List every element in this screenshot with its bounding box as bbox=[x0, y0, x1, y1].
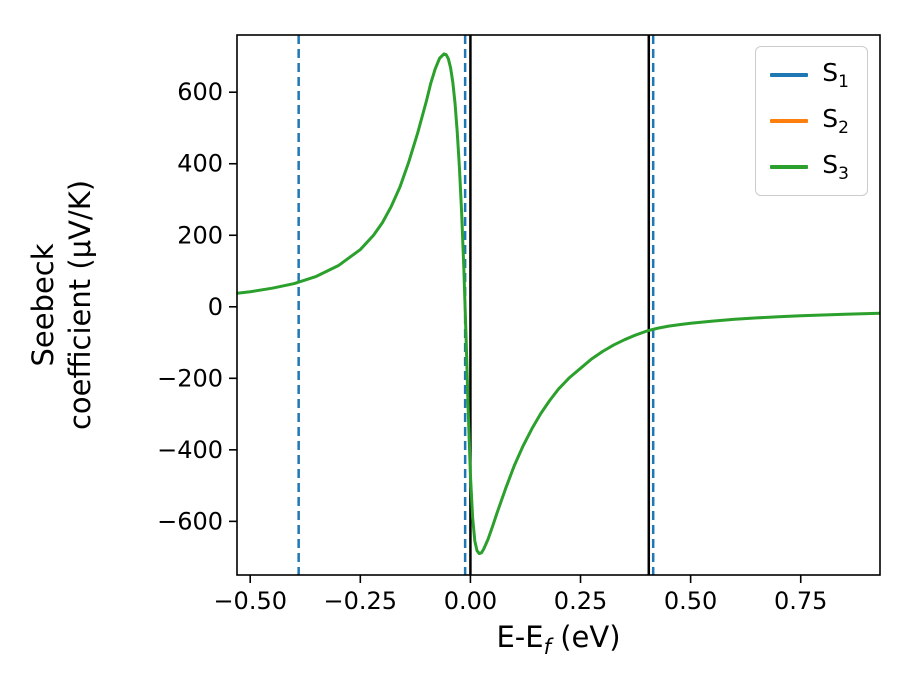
y-tick-label: 0 bbox=[208, 293, 223, 321]
y-tick-label: 600 bbox=[177, 78, 223, 106]
y-tick-label: −200 bbox=[157, 364, 223, 392]
legend-line-sample-s1 bbox=[770, 73, 809, 77]
legend-label-main-s3: S bbox=[822, 150, 839, 179]
legend-label-sub-s2: 2 bbox=[838, 118, 849, 138]
legend-label-s3: S3 bbox=[822, 150, 849, 184]
x-axis-label: E-Ef (eV) bbox=[237, 620, 880, 659]
y-tick-label: 200 bbox=[177, 221, 223, 249]
y-axis-label-line1: Seebeck bbox=[26, 243, 60, 367]
x-tick-label: −0.25 bbox=[324, 587, 398, 615]
legend-label-sub-s1: 1 bbox=[838, 72, 849, 92]
y-tick-label: 400 bbox=[177, 150, 223, 178]
plot-contents bbox=[237, 35, 880, 575]
legend-label-s2: S2 bbox=[822, 104, 849, 138]
x-axis-label-unit: (eV) bbox=[551, 620, 621, 654]
legend-label-s1: S1 bbox=[822, 58, 849, 92]
legend-label-sub-s3: 3 bbox=[838, 164, 849, 184]
legend-label-main-s1: S bbox=[822, 58, 839, 87]
axes-frame bbox=[236, 34, 881, 576]
x-axis-label-subscript: f bbox=[543, 634, 551, 659]
legend-entry-s2: S2 bbox=[770, 103, 849, 139]
y-tick-label: −400 bbox=[157, 436, 223, 464]
legend-label-main-s2: S bbox=[822, 104, 839, 133]
x-tick-label: 0.75 bbox=[774, 587, 827, 615]
legend-line-sample-s2 bbox=[770, 119, 809, 123]
y-axis-label-line2: coefficient (μV/K) bbox=[63, 179, 97, 431]
x-tick-label: 0.50 bbox=[664, 587, 717, 615]
legend-entry-s1: S1 bbox=[770, 57, 849, 93]
y-tick-label: −600 bbox=[157, 507, 223, 535]
x-tick-label: 0.00 bbox=[444, 587, 497, 615]
series-s3-curve bbox=[237, 52, 880, 556]
legend: S1 S2 S3 bbox=[755, 46, 868, 196]
x-tick-label: 0.25 bbox=[554, 587, 607, 615]
y-axis-label: Seebeck coefficient (μV/K) bbox=[25, 180, 99, 430]
x-axis-label-main: E-E bbox=[496, 620, 544, 654]
legend-line-sample-s3 bbox=[770, 165, 809, 169]
legend-entry-s3: S3 bbox=[770, 149, 849, 185]
x-tick-label: −0.50 bbox=[213, 587, 287, 615]
